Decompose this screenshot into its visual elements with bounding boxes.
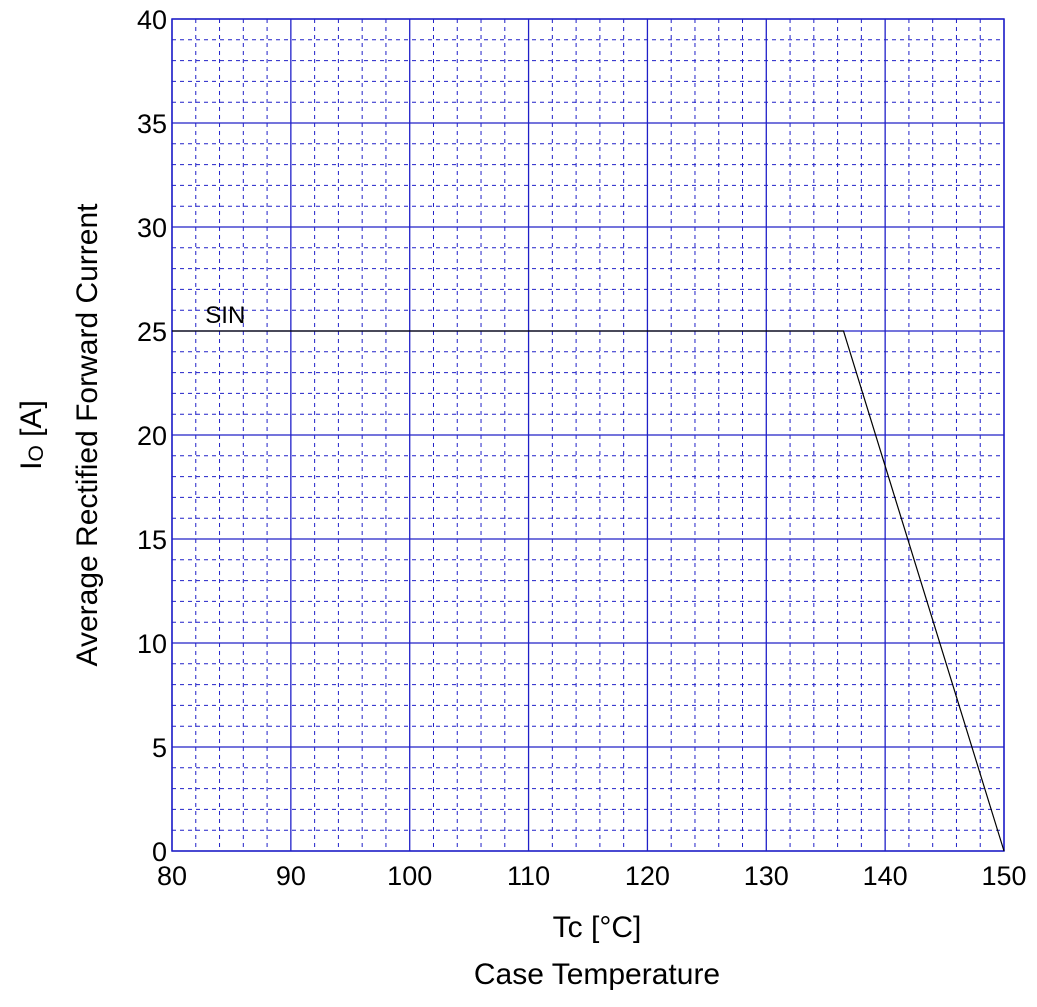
x-tick-label: 110 bbox=[507, 861, 550, 891]
y-axis-title: IO [A] bbox=[15, 400, 48, 470]
x-axis-title: Tc [°C] bbox=[553, 911, 642, 944]
y-tick-label: 15 bbox=[137, 525, 167, 555]
x-tick-label: 150 bbox=[981, 861, 1026, 891]
y-tick-label: 30 bbox=[137, 213, 167, 243]
y-tick-label: 10 bbox=[137, 629, 167, 659]
major-grid bbox=[171, 18, 1005, 852]
y-axis-symbol: I bbox=[15, 462, 48, 470]
tick-labels: 80 90 100 110 120 130 140 150 0 5 10 15 20 25 30 35 40 bbox=[137, 5, 1027, 891]
y-axis-unit: [A] bbox=[15, 400, 48, 445]
x-tick-label: 100 bbox=[387, 861, 432, 891]
plot-frame bbox=[171, 18, 1005, 852]
y-axis-subscript: O bbox=[25, 445, 48, 461]
x-tick-label: 90 bbox=[276, 861, 306, 891]
x-tick-label: 80 bbox=[157, 861, 187, 891]
y-axis-subtitle: Average Rectified Forward Current bbox=[71, 203, 104, 667]
y-tick-label: 20 bbox=[137, 421, 167, 451]
x-tick-label: 140 bbox=[863, 861, 908, 891]
x-tick-label: 120 bbox=[625, 861, 670, 891]
y-tick-label: 25 bbox=[137, 317, 167, 347]
y-tick-label: 0 bbox=[152, 837, 167, 867]
y-tick-label: 35 bbox=[137, 109, 167, 139]
series-label-sin: SIN bbox=[205, 302, 245, 329]
y-tick-label: 5 bbox=[152, 733, 167, 763]
x-axis-subtitle: Case Temperature bbox=[474, 958, 720, 991]
y-tick-label: 40 bbox=[137, 5, 167, 35]
plot-area: SIN bbox=[172, 302, 1005, 852]
series-line-sin bbox=[172, 330, 1005, 852]
x-tick-label: 130 bbox=[744, 861, 789, 891]
